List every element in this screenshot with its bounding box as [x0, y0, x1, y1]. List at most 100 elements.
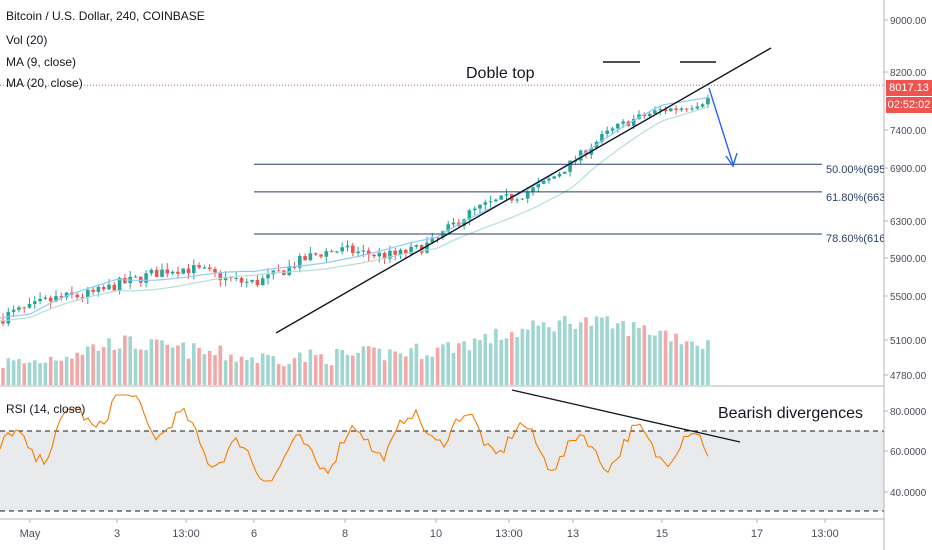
volume-bar: [547, 327, 551, 385]
candle-body: [75, 294, 79, 298]
volume-bar: [637, 327, 641, 385]
volume-bar: [457, 343, 461, 385]
volume-bar: [64, 356, 69, 385]
candle-body: [669, 108, 673, 112]
candle-body: [11, 309, 16, 312]
candle-body: [388, 250, 392, 259]
candle-body: [319, 254, 323, 257]
volume-bar: [324, 364, 329, 385]
volume-bar: [165, 344, 170, 385]
candle-body: [467, 210, 472, 220]
candle-body: [488, 201, 493, 203]
volume-bar: [149, 339, 154, 385]
candle-body: [366, 250, 371, 255]
volume-bar: [658, 330, 662, 385]
volume-bar: [229, 354, 233, 385]
volume-bar: [472, 338, 477, 385]
candle-body: [621, 121, 625, 124]
support-trendline: [275, 47, 772, 334]
volume-bar: [563, 315, 567, 385]
volume-bar: [112, 350, 117, 385]
volume-bar: [202, 354, 207, 385]
candle-body: [499, 195, 503, 200]
candle-body: [441, 231, 445, 238]
candle-body: [17, 307, 21, 310]
double-top-annotation: Doble top: [466, 65, 535, 82]
volume-bar: [160, 340, 164, 385]
volume-bar: [605, 316, 609, 385]
candle-body: [361, 250, 366, 252]
candle-body: [38, 298, 42, 302]
volume-bar: [499, 339, 503, 385]
volume-bar: [329, 365, 334, 385]
volume-legend: Vol (20): [6, 33, 48, 47]
candle-body: [563, 171, 567, 174]
candle-body: [472, 208, 477, 211]
candle-body: [451, 222, 456, 225]
volume-bar: [388, 349, 392, 385]
ma20-legend: MA (20, close): [6, 76, 83, 90]
volume-bar: [616, 323, 620, 385]
candle-body: [123, 278, 127, 284]
candle-body: [504, 194, 509, 196]
candle-body: [276, 270, 281, 272]
candle-body: [117, 278, 122, 291]
candle-body: [139, 276, 143, 283]
volume-bar: [80, 354, 85, 385]
volume-bar: [409, 348, 413, 385]
volume-bar: [298, 352, 302, 385]
candle-body: [245, 281, 249, 283]
candle-body: [22, 307, 26, 309]
time-tick-label: 13:00: [495, 528, 523, 540]
fib-786-label: 78.60%(616: [826, 233, 884, 245]
volume-bar: [91, 344, 95, 385]
candle-body: [398, 249, 403, 255]
candle-body: [329, 251, 334, 253]
volume-bar: [531, 320, 535, 385]
volume-bar: [144, 350, 148, 385]
time-tick-label: May: [20, 528, 41, 540]
volume-bar: [372, 347, 376, 385]
candle-body: [218, 272, 223, 281]
price-tick-label: 7400.00: [890, 126, 927, 137]
candle-body: [186, 268, 191, 274]
candle-body: [382, 252, 387, 259]
candle-body: [96, 287, 101, 292]
volume-bar: [594, 316, 599, 385]
candle-body: [80, 297, 85, 299]
volume-bar: [626, 335, 631, 385]
candle-body: [642, 114, 647, 117]
candle-body: [658, 109, 662, 111]
volume-bar: [610, 328, 615, 385]
candle-body: [287, 266, 291, 276]
volume-bar: [510, 332, 514, 385]
candle-body: [335, 251, 339, 253]
volume-bar: [478, 340, 482, 385]
volume-bar: [59, 360, 64, 385]
volume-bar: [48, 356, 53, 385]
candle-body: [483, 202, 488, 205]
volume-bar: [393, 351, 397, 385]
volume-bar: [271, 356, 276, 385]
volume-bar: [181, 342, 185, 385]
candle-body: [154, 269, 159, 277]
volume-bar: [695, 345, 700, 385]
candle-body: [515, 199, 519, 201]
symbol-legend: Bitcoin / U.S. Dollar, 240, COINBASE: [6, 9, 205, 23]
candle-body: [271, 270, 276, 275]
price-tick-label: 5900.00: [890, 254, 927, 265]
countdown-label: 02:52:02: [886, 97, 932, 113]
candle-body: [64, 292, 69, 298]
volume-bar: [239, 356, 244, 385]
volume-bar: [250, 357, 254, 385]
candle-body: [700, 104, 705, 107]
candle-body: [684, 108, 689, 110]
candle-body: [679, 108, 684, 110]
candle-body: [605, 130, 609, 135]
price-tick-label: 9000.00: [890, 16, 927, 27]
volume-bar: [319, 354, 323, 385]
volume-bar: [117, 348, 122, 385]
volume-bar: [218, 345, 223, 385]
volume-bar: [356, 352, 360, 385]
